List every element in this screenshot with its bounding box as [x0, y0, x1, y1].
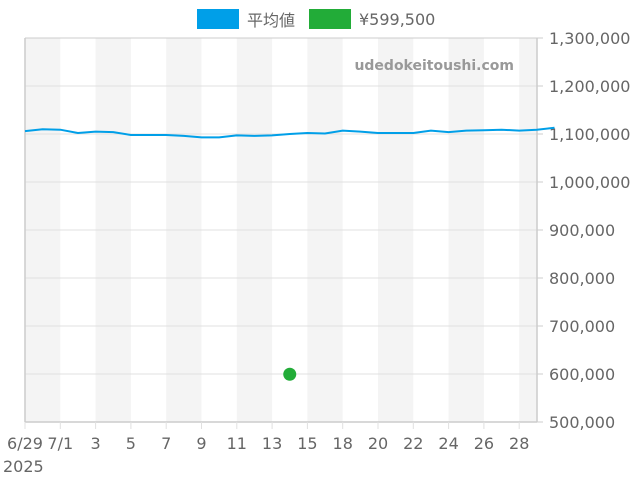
legend-swatch-price [309, 9, 351, 29]
x-tick-label: 3 [91, 434, 101, 453]
x-tick-label: 13 [262, 434, 282, 453]
legend-item-price[interactable]: ¥599,500 [309, 6, 435, 32]
y-tick-label: 600,000 [549, 365, 615, 384]
y-tick-label: 1,200,000 [549, 77, 630, 96]
y-axis-labels: 500,000 600,000 700,000 800,000 900,000 1,000… [537, 29, 630, 432]
y-tick-label: 500,000 [549, 413, 615, 432]
y-tick-label: 1,100,000 [549, 125, 630, 144]
x-tick-label: 7 [161, 434, 171, 453]
x-tick-label: 24 [438, 434, 458, 453]
legend-swatch-average [197, 9, 239, 29]
x-tick-label: 28 [509, 434, 529, 453]
x-tick-label: 20 [368, 434, 388, 453]
x-tick-label: 6/29 [7, 434, 43, 453]
y-tick-label: 1,000,000 [549, 173, 630, 192]
x-tick-label: 18 [333, 434, 353, 453]
price-point[interactable] [283, 367, 297, 381]
y-tick-label: 900,000 [549, 221, 615, 240]
x-tick-label: 5 [126, 434, 136, 453]
x-tick-label: 15 [297, 434, 317, 453]
price-points [283, 367, 297, 381]
legend-item-average[interactable]: 平均値 [197, 6, 295, 32]
y-tick-label: 700,000 [549, 317, 615, 336]
x-tick-label: 22 [403, 434, 423, 453]
legend-label-price: ¥599,500 [359, 9, 436, 29]
legend-label-average: 平均値 [247, 11, 296, 30]
x-tick-label: 26 [474, 434, 494, 453]
y-tick-label: 800,000 [549, 269, 615, 288]
average-price-line[interactable] [24, 126, 555, 139]
y-tick-label: 1,300,000 [549, 29, 630, 48]
x-tick-label: 11 [227, 434, 247, 453]
chart-legend: 平均値 ¥599,500 [0, 6, 640, 32]
watermark: udedokeitoushi.com [354, 58, 514, 74]
x-tick-label: 7/1 [47, 434, 73, 453]
x-axis-labels: 6/29 7/1 3 5 7 9 11 13 15 18 20 22 24 26 28 2025 [3, 422, 529, 476]
x-year-label: 2025 [3, 457, 44, 476]
x-tick-label: 9 [196, 434, 206, 453]
